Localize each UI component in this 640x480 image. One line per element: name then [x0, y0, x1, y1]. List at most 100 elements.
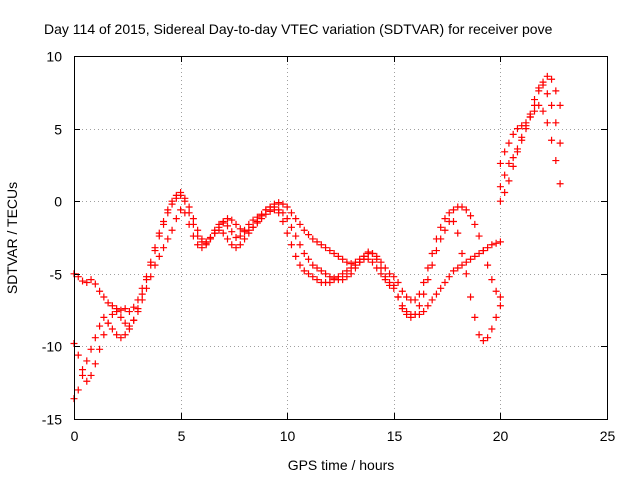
data-point — [241, 235, 249, 243]
data-point — [415, 310, 423, 318]
data-point — [130, 316, 138, 324]
data-point — [531, 107, 539, 115]
data-point — [496, 183, 504, 191]
data-point — [526, 110, 534, 118]
data-point — [339, 270, 347, 278]
data-point — [479, 337, 487, 345]
x-tick-label: 5 — [178, 428, 186, 444]
data-point — [134, 308, 142, 316]
data-point — [330, 249, 338, 257]
data-point — [241, 228, 249, 236]
data-point — [125, 325, 133, 333]
data-point — [539, 81, 547, 89]
data-point — [292, 232, 300, 240]
data-point — [279, 218, 287, 226]
data-point — [377, 270, 385, 278]
data-point — [305, 255, 313, 263]
data-point — [326, 279, 334, 287]
data-point — [390, 273, 398, 281]
data-point — [535, 101, 543, 109]
data-marks — [70, 72, 564, 403]
data-point — [305, 270, 313, 278]
y-tick-label: -5 — [50, 267, 63, 283]
data-point — [253, 218, 261, 226]
data-point — [441, 226, 449, 234]
data-point — [309, 273, 317, 281]
series-4 — [496, 72, 564, 205]
data-point — [236, 241, 244, 249]
data-point — [390, 284, 398, 292]
data-point — [458, 203, 466, 211]
data-point — [432, 290, 440, 298]
data-point — [449, 206, 457, 214]
data-point — [305, 231, 313, 239]
data-point — [279, 200, 287, 208]
data-point — [142, 276, 150, 284]
data-point — [505, 177, 513, 185]
data-point — [488, 276, 496, 284]
y-tick-label: -10 — [42, 339, 62, 355]
data-point — [373, 255, 381, 263]
data-point — [313, 264, 321, 272]
data-point — [351, 261, 359, 269]
data-point — [177, 191, 185, 199]
data-point — [309, 235, 317, 243]
data-point — [543, 90, 551, 98]
data-point — [364, 248, 372, 256]
data-point — [100, 293, 108, 301]
data-point — [151, 261, 159, 269]
data-point — [296, 241, 304, 249]
data-point — [160, 220, 168, 228]
data-point — [283, 215, 291, 223]
data-point — [300, 226, 308, 234]
data-point — [522, 122, 530, 130]
data-point — [224, 235, 232, 243]
data-point — [283, 229, 291, 237]
data-point — [113, 331, 121, 339]
data-point — [96, 345, 104, 353]
y-axis-title: SDTVAR / TECUs — [4, 182, 20, 294]
data-point — [219, 229, 227, 237]
data-point — [428, 249, 436, 257]
data-point — [202, 241, 210, 249]
data-point — [484, 334, 492, 342]
data-point — [236, 232, 244, 240]
y-tick-labels: -15 -10 -5 0 5 10 — [42, 49, 62, 428]
data-point — [138, 296, 146, 304]
data-point — [458, 261, 466, 269]
data-point — [300, 249, 308, 257]
data-point — [117, 306, 125, 314]
data-point — [100, 331, 108, 339]
data-point — [420, 279, 428, 287]
data-point — [292, 252, 300, 260]
data-point — [130, 303, 138, 311]
data-point — [509, 130, 517, 138]
data-point — [467, 293, 475, 301]
data-point — [471, 313, 479, 321]
data-point — [552, 87, 560, 95]
data-point — [475, 331, 483, 339]
data-point — [125, 308, 133, 316]
data-point — [501, 188, 509, 196]
data-point — [172, 194, 180, 202]
data-point — [501, 171, 509, 179]
data-point — [296, 261, 304, 269]
data-point — [484, 261, 492, 269]
data-point — [496, 159, 504, 167]
data-point — [398, 302, 406, 310]
data-point — [496, 238, 504, 246]
data-point — [168, 200, 176, 208]
data-point — [381, 276, 389, 284]
data-point — [449, 267, 457, 275]
x-tick-label: 10 — [280, 428, 296, 444]
data-point — [270, 203, 278, 211]
data-point — [368, 249, 376, 257]
data-point — [330, 276, 338, 284]
x-tick-label: 25 — [600, 428, 616, 444]
data-point — [343, 267, 351, 275]
data-point — [411, 296, 419, 304]
data-point — [313, 238, 321, 246]
data-point — [539, 107, 547, 115]
data-point — [556, 180, 564, 188]
data-point — [462, 270, 470, 278]
